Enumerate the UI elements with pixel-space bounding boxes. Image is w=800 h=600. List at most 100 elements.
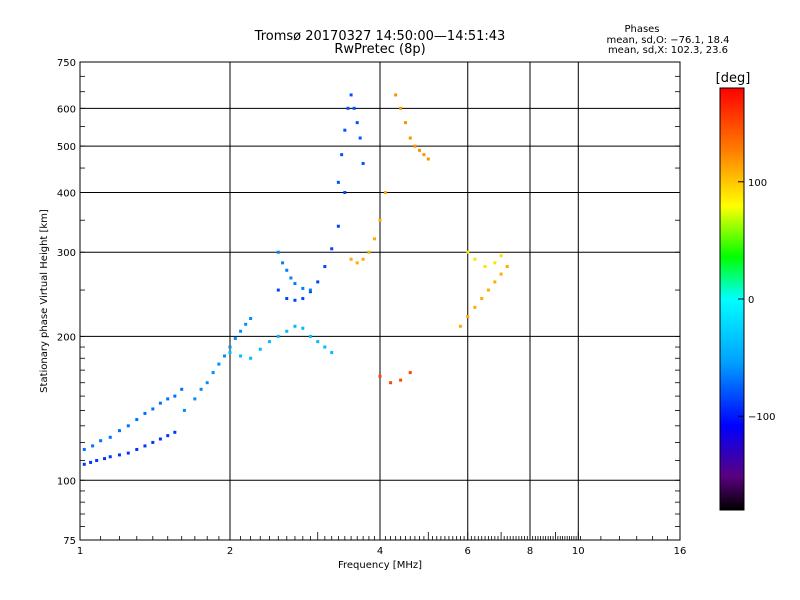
data-point [228, 351, 232, 355]
data-point [466, 250, 470, 254]
data-point [126, 424, 130, 428]
data-point [493, 261, 497, 265]
data-point [493, 280, 497, 284]
data-point [473, 305, 477, 309]
stats-heading: Phases [624, 24, 659, 35]
x-tick-label: 16 [674, 546, 687, 557]
data-point [480, 297, 484, 301]
data-point [217, 362, 221, 366]
data-point [276, 250, 280, 254]
x-tick-label: 4 [377, 546, 383, 557]
data-point [135, 418, 139, 422]
data-point [99, 439, 103, 443]
data-point [394, 93, 398, 97]
data-point [408, 136, 412, 140]
data-point [349, 93, 353, 97]
y-tick-label: 200 [57, 332, 76, 343]
data-point [117, 429, 121, 433]
data-point [267, 340, 271, 344]
data-point [466, 315, 470, 319]
data-point [408, 371, 412, 375]
data-point [193, 397, 197, 401]
data-point [308, 334, 312, 338]
data-point [361, 257, 365, 261]
data-point [293, 298, 297, 302]
data-point [199, 387, 203, 391]
data-point [182, 408, 186, 412]
x-tick-label: 1 [77, 546, 83, 557]
data-point [180, 387, 184, 391]
stats-line-x: mean, sd,X: 102.3, 23.6 [608, 45, 728, 56]
data-point [389, 381, 393, 385]
data-point [158, 437, 162, 441]
data-point [143, 411, 147, 415]
data-point [426, 157, 430, 161]
data-point [135, 447, 139, 451]
data-point [378, 218, 382, 222]
y-tick-label: 75 [63, 536, 76, 547]
colorbar-label: [deg] [716, 71, 751, 86]
y-tick-label: 400 [57, 188, 76, 199]
data-point [158, 401, 162, 405]
data-point [413, 144, 417, 148]
data-point [91, 444, 95, 448]
x-tick-label: 6 [465, 546, 471, 557]
y-tick-label: 600 [57, 104, 76, 115]
data-point [486, 288, 490, 292]
data-point [82, 447, 86, 451]
y-tick-label: 500 [57, 142, 76, 153]
data-point [281, 261, 285, 265]
data-point [343, 128, 347, 132]
data-point [399, 106, 403, 110]
data-point [89, 460, 93, 464]
data-point [293, 324, 297, 328]
data-point [383, 190, 387, 194]
data-point [249, 316, 253, 320]
x-tick-label: 2 [227, 546, 233, 557]
data-point [301, 326, 305, 330]
data-point [367, 250, 371, 254]
y-tick-label: 300 [57, 248, 76, 259]
data-point [95, 458, 99, 462]
data-point [308, 288, 312, 292]
data-point [361, 161, 365, 165]
data-point [276, 288, 280, 292]
data-point [458, 324, 462, 328]
data-point [399, 378, 403, 382]
data-point [355, 121, 359, 125]
data-point [285, 268, 289, 272]
data-point [473, 257, 477, 261]
data-point [378, 374, 382, 378]
data-point [228, 345, 232, 349]
chart-subtitle: RwPretec (8p) [334, 42, 425, 57]
data-point [289, 276, 293, 280]
data-point [483, 265, 487, 269]
data-point [346, 106, 350, 110]
data-point [126, 451, 130, 455]
data-point [323, 345, 327, 349]
data-point [82, 462, 86, 466]
data-point [330, 247, 334, 251]
data-point [505, 265, 509, 269]
data-point [293, 282, 297, 286]
data-point [103, 457, 107, 461]
data-point [422, 153, 426, 157]
data-point [316, 280, 320, 284]
data-point [352, 106, 356, 110]
data-point [323, 265, 327, 269]
data-point [276, 334, 280, 338]
data-point [417, 148, 421, 152]
y-axis-label: Stationary phase Virtual Height [km] [39, 209, 50, 393]
data-point [223, 354, 227, 358]
data-point [316, 340, 320, 344]
colorbar-tick-label: 100 [748, 178, 767, 189]
data-point [258, 347, 262, 351]
data-point [166, 434, 170, 438]
chart-title: Tromsø 20170327 14:50:00—14:51:43 [254, 29, 506, 44]
y-tick-label: 100 [57, 476, 76, 487]
data-point [343, 190, 347, 194]
data-point [143, 444, 147, 448]
data-point [308, 290, 312, 294]
data-point [151, 440, 155, 444]
